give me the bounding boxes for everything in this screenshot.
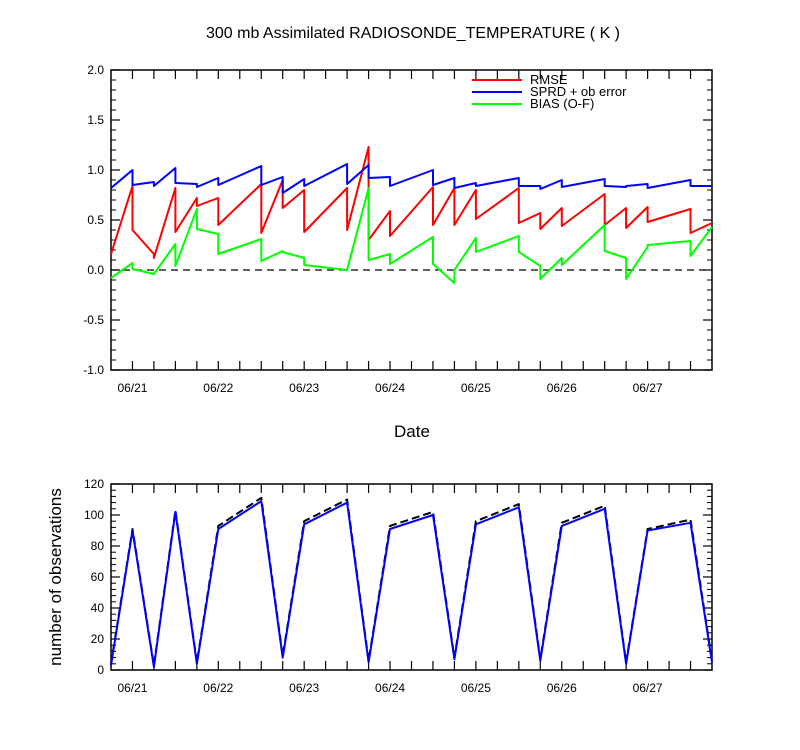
y-tick-label: 100 (84, 508, 104, 522)
x-tick-label: 06/22 (203, 381, 233, 395)
top-panel: -1.0 -0.5 0.0 0.5 1.0 1.5 2.0 06/21 06/22 06/23 06… (83, 63, 713, 395)
chart-title: 300 mb Assimilated RADIOSONDE_TEMPERATUR… (206, 25, 620, 42)
top-x-axis-title: Date (394, 422, 430, 441)
x-tick-label: 06/23 (289, 381, 319, 395)
legend-label: RMSE (530, 72, 568, 87)
x-tick-label: 06/23 (289, 681, 319, 695)
y-tick-label: 80 (91, 539, 105, 553)
plot-frame (110, 69, 713, 371)
x-tick-label: 06/25 (461, 681, 491, 695)
y-tick-label: 120 (84, 477, 104, 491)
legend-label: SPRD + ob error (530, 84, 627, 99)
bottom-panel: 0 20 40 60 80 100 120 06/21 06/22 06/23 06/24 06/25… (84, 477, 713, 695)
bottom-y-axis-title: number of observations (46, 488, 65, 666)
y-tick-label: 0.5 (87, 213, 104, 227)
x-tick-label: 06/22 (203, 681, 233, 695)
x-tick-label: 06/21 (117, 681, 147, 695)
series-line-rmse (110, 146, 713, 259)
series-line-bias-o-f (110, 187, 713, 284)
y-tick-label: -0.5 (83, 313, 104, 327)
x-tick-label: 06/26 (547, 681, 577, 695)
y-tick-label: 2.0 (87, 63, 104, 77)
y-tick-label: 1.5 (87, 113, 104, 127)
legend-label: BIAS (O-F) (530, 96, 594, 111)
y-tick-label: 0.0 (87, 263, 104, 277)
y-tick-label: 60 (91, 570, 105, 584)
x-tick-label: 06/25 (461, 381, 491, 395)
x-tick-label: 06/21 (117, 381, 147, 395)
x-tick-label: 06/27 (633, 681, 663, 695)
x-tick-label: 06/24 (375, 681, 405, 695)
x-tick-label: 06/24 (375, 381, 405, 395)
y-tick-label: 0 (97, 663, 104, 677)
x-tick-label: 06/27 (633, 381, 663, 395)
series-line-sprd-ob-error (110, 163, 712, 194)
y-tick-label: 40 (91, 601, 105, 615)
series-line-1-1 (110, 500, 713, 668)
y-tick-label: -1.0 (83, 363, 104, 377)
y-tick-label: 20 (91, 632, 105, 646)
y-tick-label: 1.0 (87, 163, 104, 177)
x-tick-label: 06/26 (547, 381, 577, 395)
